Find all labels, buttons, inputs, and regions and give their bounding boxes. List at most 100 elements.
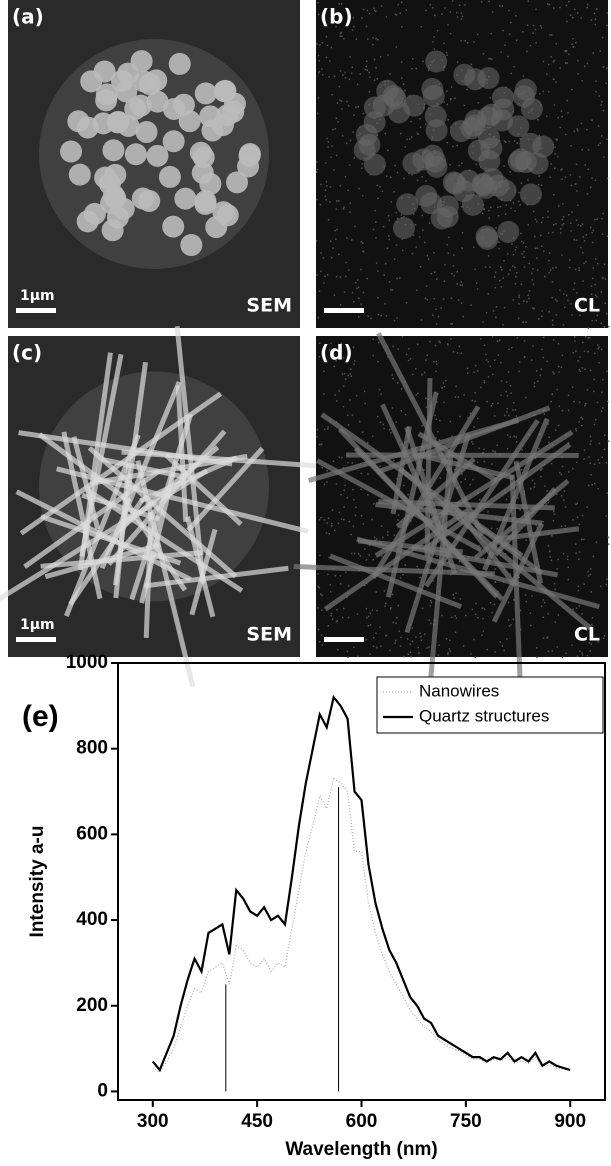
noise — [604, 434, 606, 436]
particle — [388, 101, 410, 123]
noise — [591, 177, 593, 179]
noise — [416, 566, 418, 568]
noise — [446, 142, 448, 144]
noise — [591, 484, 593, 486]
particle — [226, 171, 248, 193]
noise — [518, 296, 520, 298]
noise — [552, 371, 554, 373]
noise — [608, 543, 610, 545]
noise — [580, 225, 582, 227]
noise — [380, 393, 382, 395]
noise — [595, 80, 597, 82]
noise — [594, 353, 596, 355]
noise — [543, 637, 545, 639]
noise — [425, 359, 427, 361]
noise — [344, 373, 346, 375]
noise — [571, 314, 573, 316]
noise — [558, 371, 560, 373]
noise — [570, 174, 572, 176]
noise — [568, 410, 570, 412]
noise — [401, 26, 403, 28]
noise — [421, 425, 423, 427]
noise — [336, 229, 338, 231]
noise — [581, 367, 583, 369]
noise — [415, 636, 417, 638]
noise — [351, 553, 353, 555]
noise — [483, 53, 485, 55]
noise — [595, 258, 597, 260]
noise — [348, 585, 350, 587]
noise — [553, 61, 555, 63]
noise — [395, 46, 397, 48]
noise — [492, 374, 494, 376]
noise — [330, 241, 332, 243]
noise — [511, 347, 513, 349]
noise — [479, 499, 481, 501]
noise — [334, 294, 336, 296]
noise — [444, 7, 446, 9]
noise — [553, 511, 555, 513]
noise — [358, 188, 360, 190]
noise — [434, 415, 436, 417]
noise — [461, 352, 463, 354]
noise — [342, 135, 344, 137]
noise — [341, 108, 343, 110]
noise — [339, 36, 341, 38]
noise — [368, 554, 370, 556]
rod — [427, 378, 430, 557]
noise — [607, 178, 609, 180]
noise — [347, 497, 349, 499]
noise — [439, 342, 441, 344]
noise — [343, 406, 345, 408]
noise — [497, 444, 499, 446]
noise — [343, 519, 345, 521]
noise — [520, 233, 522, 235]
particle — [515, 79, 537, 101]
noise — [566, 295, 568, 297]
noise — [399, 277, 401, 279]
noise — [420, 126, 422, 128]
noise — [331, 523, 333, 525]
noise — [432, 7, 434, 9]
noise — [491, 405, 493, 407]
noise — [536, 221, 538, 223]
noise — [604, 449, 606, 451]
noise — [360, 269, 362, 271]
noise — [498, 248, 500, 250]
noise — [336, 276, 338, 278]
noise — [574, 283, 576, 285]
noise — [364, 548, 366, 550]
noise — [560, 127, 562, 129]
noise — [387, 534, 389, 536]
noise — [420, 26, 422, 28]
noise — [594, 483, 596, 485]
noise — [441, 13, 443, 15]
panel-caption: CL — [574, 295, 600, 317]
noise — [572, 386, 574, 388]
noise — [467, 368, 469, 370]
noise — [595, 180, 597, 182]
noise — [477, 288, 479, 290]
noise — [568, 53, 570, 55]
noise — [375, 11, 377, 13]
noise — [482, 607, 484, 609]
noise — [555, 81, 557, 83]
noise — [602, 213, 604, 215]
noise — [590, 227, 592, 229]
noise — [474, 657, 476, 659]
y-tick-label: 0 — [97, 1080, 108, 1101]
noise — [390, 607, 392, 609]
noise — [397, 519, 399, 521]
noise — [317, 586, 319, 588]
noise — [422, 608, 424, 610]
noise — [377, 416, 379, 418]
noise — [532, 307, 534, 309]
noise — [443, 101, 445, 103]
noise — [530, 612, 532, 614]
noise — [475, 365, 477, 367]
noise — [567, 556, 569, 558]
noise — [418, 647, 420, 649]
noise — [323, 282, 325, 284]
noise — [375, 237, 377, 239]
noise — [571, 89, 573, 91]
